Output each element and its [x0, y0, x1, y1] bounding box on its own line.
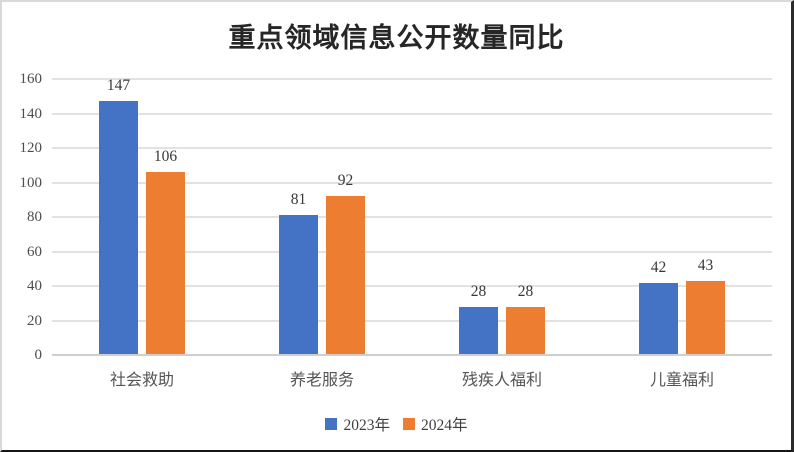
value-label: 28 — [517, 282, 534, 300]
gridline — [52, 250, 772, 253]
bar-2024年-残疾人福利 — [506, 306, 545, 355]
bar-2023年-社会救助 — [99, 101, 138, 355]
bar-2023年-残疾人福利 — [459, 306, 498, 355]
x-axis-category-label: 社会救助 — [109, 372, 174, 389]
y-axis-tick-label: 140 — [19, 105, 43, 122]
gridline — [52, 285, 772, 287]
bar-2024年-社会救助 — [146, 172, 185, 355]
value-label: 92 — [337, 172, 354, 190]
x-axis-category-label: 儿童福利 — [649, 372, 714, 389]
y-axis-tick-label: 20 — [27, 312, 42, 329]
value-label: 42 — [650, 258, 667, 276]
gridline — [52, 78, 772, 80]
gridline — [52, 147, 772, 149]
y-axis-tick-label: 120 — [19, 140, 43, 156]
y-axis-tick-label: 100 — [19, 174, 43, 191]
x-axis-category-label: 养老服务 — [289, 372, 354, 389]
bar-2024年-养老服务 — [326, 196, 365, 355]
y-axis-tick-label: 80 — [27, 209, 42, 225]
value-label: 106 — [153, 148, 178, 166]
legend-item-2023年[interactable]: 2023年 — [325, 413, 390, 435]
legend-item-2024年[interactable]: 2024年 — [403, 413, 468, 435]
bar-2023年-养老服务 — [279, 215, 318, 355]
legend-swatch — [325, 418, 338, 430]
value-label: 28 — [470, 282, 487, 300]
gridline — [52, 181, 772, 184]
legend-label: 2023年 — [343, 417, 390, 434]
y-axis-tick-label: 60 — [27, 243, 42, 260]
x-axis-line — [52, 354, 772, 356]
value-label: 147 — [106, 77, 131, 95]
gridline — [52, 216, 772, 218]
bar-2023年-儿童福利 — [639, 282, 678, 355]
gridline — [52, 319, 772, 322]
y-axis-tick-label: 0 — [34, 347, 43, 363]
gridline — [52, 112, 772, 115]
value-label: 81 — [290, 191, 307, 209]
legend: 2023年 2024年 — [2, 413, 791, 435]
legend-swatch — [403, 418, 415, 430]
y-axis-tick-label: 40 — [27, 278, 42, 294]
value-label: 43 — [697, 256, 714, 274]
bar-2024年-儿童福利 — [686, 280, 725, 355]
plot-area: 0 20 40 60 80 100 120 140 160 147 106 社会救助 81 92 养老服务 2… — [20, 71, 772, 389]
chart-title: 重点领域信息公开数量同比 — [228, 23, 565, 53]
y-axis-tick-label: 160 — [19, 71, 43, 87]
legend-label: 2024年 — [421, 417, 468, 434]
x-axis-category-label: 残疾人福利 — [461, 372, 542, 389]
